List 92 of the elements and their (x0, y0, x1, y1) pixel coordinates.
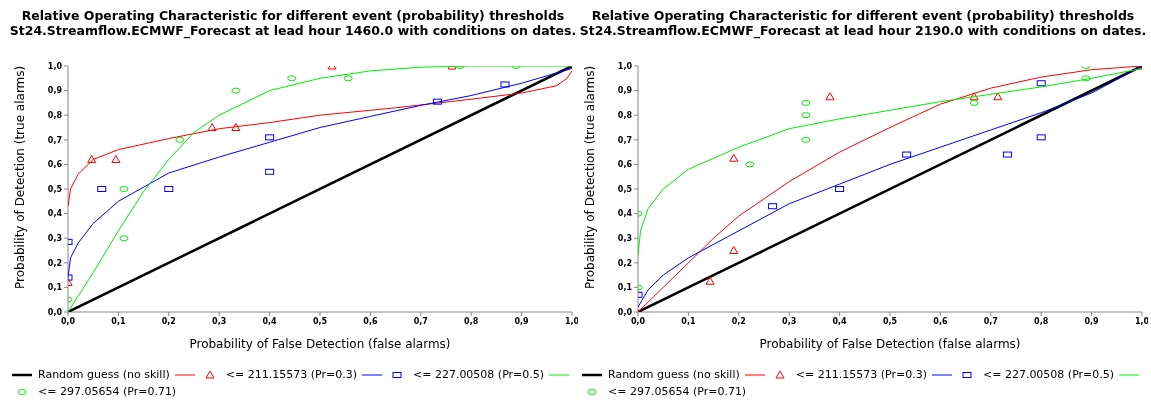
legend-label: <= 227.00508 (Pr=0.5) (982, 368, 1115, 381)
legend-label: Random guess (no skill) (608, 368, 740, 381)
point (801, 99, 811, 106)
point (343, 75, 353, 82)
point (265, 168, 275, 175)
point (111, 154, 121, 163)
point (231, 123, 241, 131)
point (231, 87, 241, 94)
x-tick-label: 0,5 (882, 316, 898, 326)
point (745, 161, 755, 168)
y-tick-label: 0,5 (617, 184, 633, 194)
point (705, 276, 715, 285)
y-tick-label: 0,2 (47, 258, 62, 268)
chart-subtitle: St24.Streamflow.ECMWF_Forecast at lead hour 1460.0 with conditions on dates. (8, 23, 578, 38)
y-tick-label: 0,8 (47, 111, 63, 121)
point (825, 92, 835, 101)
point (969, 92, 979, 101)
x-tick-label: 0,7 (413, 316, 428, 326)
x-tick-label: 0,1 (681, 316, 696, 326)
point (500, 81, 510, 88)
x-tick-label: 0,9 (1084, 316, 1100, 326)
y-tick-label: 0,4 (617, 209, 633, 219)
x-tick-label: 0,0 (630, 316, 646, 326)
y-tick-label: 0,3 (47, 234, 62, 244)
x-tick-label: 0,3 (782, 316, 797, 326)
point (801, 112, 811, 119)
point (119, 235, 129, 242)
point (768, 203, 778, 210)
x-tick-label: 0,1 (111, 316, 126, 326)
x-tick-label: 0,6 (363, 316, 378, 326)
y-tick-label: 0,0 (617, 307, 633, 317)
point (87, 154, 97, 163)
y-tick-label: 0,4 (47, 209, 63, 219)
y-tick-label: 0,7 (617, 135, 632, 145)
chart-title: Relative Operating Characteristic for different event (probability) thresholds (20, 8, 566, 23)
chart-subtitle: St24.Streamflow.ECMWF_Forecast at lead hour 2190.0 with conditions on dates. (578, 23, 1148, 38)
point (175, 136, 185, 143)
chart-title: Relative Operating Characteristic for different event (probability) thresholds (590, 8, 1136, 23)
y-tick-label: 0,1 (47, 283, 63, 293)
y-tick-label: 0,5 (47, 184, 63, 194)
point (1036, 80, 1046, 87)
x-axis-title: Probability of False Detection (false alarms) (189, 337, 451, 351)
y-tick-label: 0,0 (47, 307, 63, 317)
point (287, 75, 297, 82)
y-tick-label: 1,0 (47, 61, 63, 71)
x-tick-label: 1,0 (564, 316, 580, 326)
y-axis-title: Probability of Detection (true alarms) (13, 65, 28, 289)
x-tick-label: 0,9 (514, 316, 530, 326)
y-tick-label: 0,6 (47, 160, 63, 170)
point (801, 136, 811, 143)
y-tick-label: 0,1 (617, 283, 633, 293)
y-tick-label: 0,9 (617, 86, 633, 96)
point (729, 153, 739, 162)
x-tick-label: 0,4 (262, 316, 278, 326)
y-tick-label: 0,7 (47, 135, 62, 145)
legend-label: <= 211.15573 (Pr=0.3) (795, 368, 927, 381)
point (1036, 134, 1046, 141)
legend-label: <= 297.05654 (Pr=0.71) (38, 385, 177, 398)
point (969, 99, 979, 106)
point (432, 98, 442, 105)
x-tick-label: 0,6 (933, 316, 948, 326)
y-axis-title: Probability of Detection (true alarms) (583, 65, 598, 289)
point (729, 246, 739, 254)
x-tick-label: 0,8 (464, 316, 479, 326)
x-tick-label: 0,4 (832, 316, 848, 326)
legend-label: <= 211.15573 (Pr=0.3) (225, 368, 357, 381)
x-tick-label: 0,7 (983, 316, 998, 326)
y-tick-label: 1,0 (617, 61, 633, 71)
point (1002, 151, 1012, 158)
y-tick-label: 0,2 (617, 258, 632, 268)
x-tick-label: 0,3 (212, 316, 227, 326)
x-tick-label: 0,5 (312, 316, 328, 326)
x-tick-label: 0,2 (161, 316, 176, 326)
y-tick-label: 0,8 (617, 111, 633, 121)
point (993, 92, 1003, 101)
x-tick-label: 0,8 (1034, 316, 1049, 326)
y-tick-label: 0,9 (47, 86, 63, 96)
legend-label: <= 297.05654 (Pr=0.71) (608, 385, 747, 398)
y-tick-label: 0,3 (617, 234, 632, 244)
x-tick-label: 1,0 (1134, 316, 1150, 326)
y-tick-label: 0,6 (617, 160, 633, 170)
point (902, 151, 912, 158)
legend-label: Random guess (no skill) (38, 368, 170, 381)
point (207, 123, 217, 131)
x-axis-title: Probability of False Detection (false alarms) (759, 337, 1021, 351)
line-series (68, 70, 572, 207)
x-tick-label: 0,0 (60, 316, 76, 326)
legend-label: <= 227.00508 (Pr=0.5) (412, 368, 545, 381)
line-series (638, 67, 1142, 256)
x-tick-label: 0,2 (731, 316, 746, 326)
point (265, 134, 275, 141)
point (1081, 75, 1091, 82)
